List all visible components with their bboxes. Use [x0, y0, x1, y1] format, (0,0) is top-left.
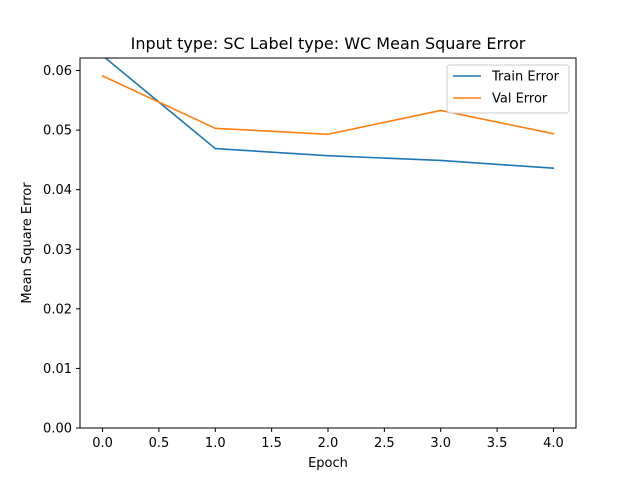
x-axis-label: Epoch: [308, 456, 348, 471]
x-tick-label: 0.5: [149, 436, 170, 451]
data-point: [101, 75, 104, 77]
data-point: [439, 159, 442, 162]
series-layer: [101, 55, 555, 170]
data-point: [102, 55, 104, 57]
data-point: [552, 167, 555, 170]
y-tick-label: 0.02: [43, 302, 72, 317]
x-tick-label: 2.5: [374, 436, 395, 451]
data-point: [439, 109, 442, 112]
data-point: [552, 132, 555, 135]
data-point: [214, 127, 217, 130]
y-tick-label: 0.00: [43, 422, 72, 437]
x-tick-label: 4.0: [543, 436, 564, 451]
data-point: [327, 154, 329, 157]
plot-frame: [79, 57, 577, 429]
y-tick-label: 0.06: [43, 64, 72, 79]
data-point: [214, 147, 217, 150]
legend-label: Train Error: [491, 70, 560, 85]
y-axis-label: Mean Square Error: [20, 182, 35, 304]
y-tick-label: 0.03: [43, 243, 72, 258]
y-tick-label: 0.05: [43, 124, 72, 139]
legend-label: Val Error: [492, 92, 548, 107]
x-tick-label: 2.0: [318, 436, 339, 451]
x-tick-label: 0.0: [92, 436, 113, 451]
legend-box: [446, 64, 570, 114]
x-tick-label: 3.0: [430, 436, 451, 451]
x-tick-label: 1.5: [261, 436, 282, 451]
x-tick-label: 3.5: [487, 436, 508, 451]
legend: Train Error Val Error: [446, 64, 570, 114]
chart-title: Input type: SC Label type: WC Mean Squar…: [131, 34, 526, 53]
x-tick-label: 1.0: [205, 436, 226, 451]
y-tick-label: 0.04: [43, 183, 72, 198]
y-tick-label: 0.01: [43, 362, 72, 377]
x-axis: 0.0 0.5 1.0 1.5 2.0 2.5 3.0 3.5 4.0: [92, 428, 564, 451]
data-point: [327, 133, 329, 136]
y-axis: 0.00 0.01 0.02 0.03 0.04 0.05 0.06: [43, 64, 80, 437]
